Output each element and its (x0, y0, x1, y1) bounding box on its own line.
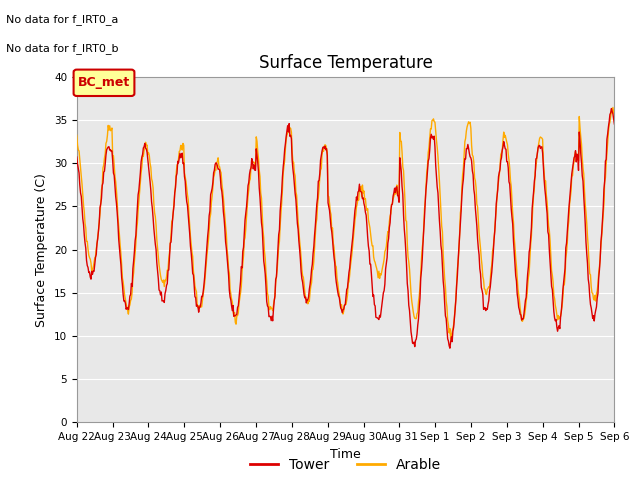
Tower (611, 121, 618, 127)
Legend: Tower, Arable: Tower, Arable (244, 453, 447, 478)
Arable (447, 336, 454, 342)
Tower (193, 303, 200, 309)
Tower (221, 226, 228, 231)
Arable (138, 164, 146, 170)
Text: No data for f_IRT0_b: No data for f_IRT0_b (6, 43, 119, 54)
Arable (609, 105, 617, 110)
Tower (73, 154, 81, 160)
Arable (427, 126, 435, 132)
Tower (411, 344, 419, 349)
Y-axis label: Surface Temperature (C): Surface Temperature (C) (35, 173, 48, 326)
Text: No data for f_IRT0_a: No data for f_IRT0_a (6, 14, 119, 25)
Arable (83, 239, 90, 244)
Arable (411, 315, 419, 321)
Arable (193, 289, 200, 295)
Tower (607, 106, 615, 111)
Text: BC_met: BC_met (77, 76, 130, 89)
Tower (83, 257, 90, 263)
Tower (138, 154, 146, 160)
X-axis label: Time: Time (330, 448, 361, 461)
Title: Surface Temperature: Surface Temperature (259, 54, 433, 72)
Arable (73, 132, 81, 138)
Line: Tower: Tower (77, 108, 614, 348)
Arable (221, 215, 228, 221)
Tower (446, 345, 454, 351)
Tower (427, 135, 435, 141)
Line: Arable: Arable (77, 108, 614, 339)
Arable (611, 112, 618, 118)
